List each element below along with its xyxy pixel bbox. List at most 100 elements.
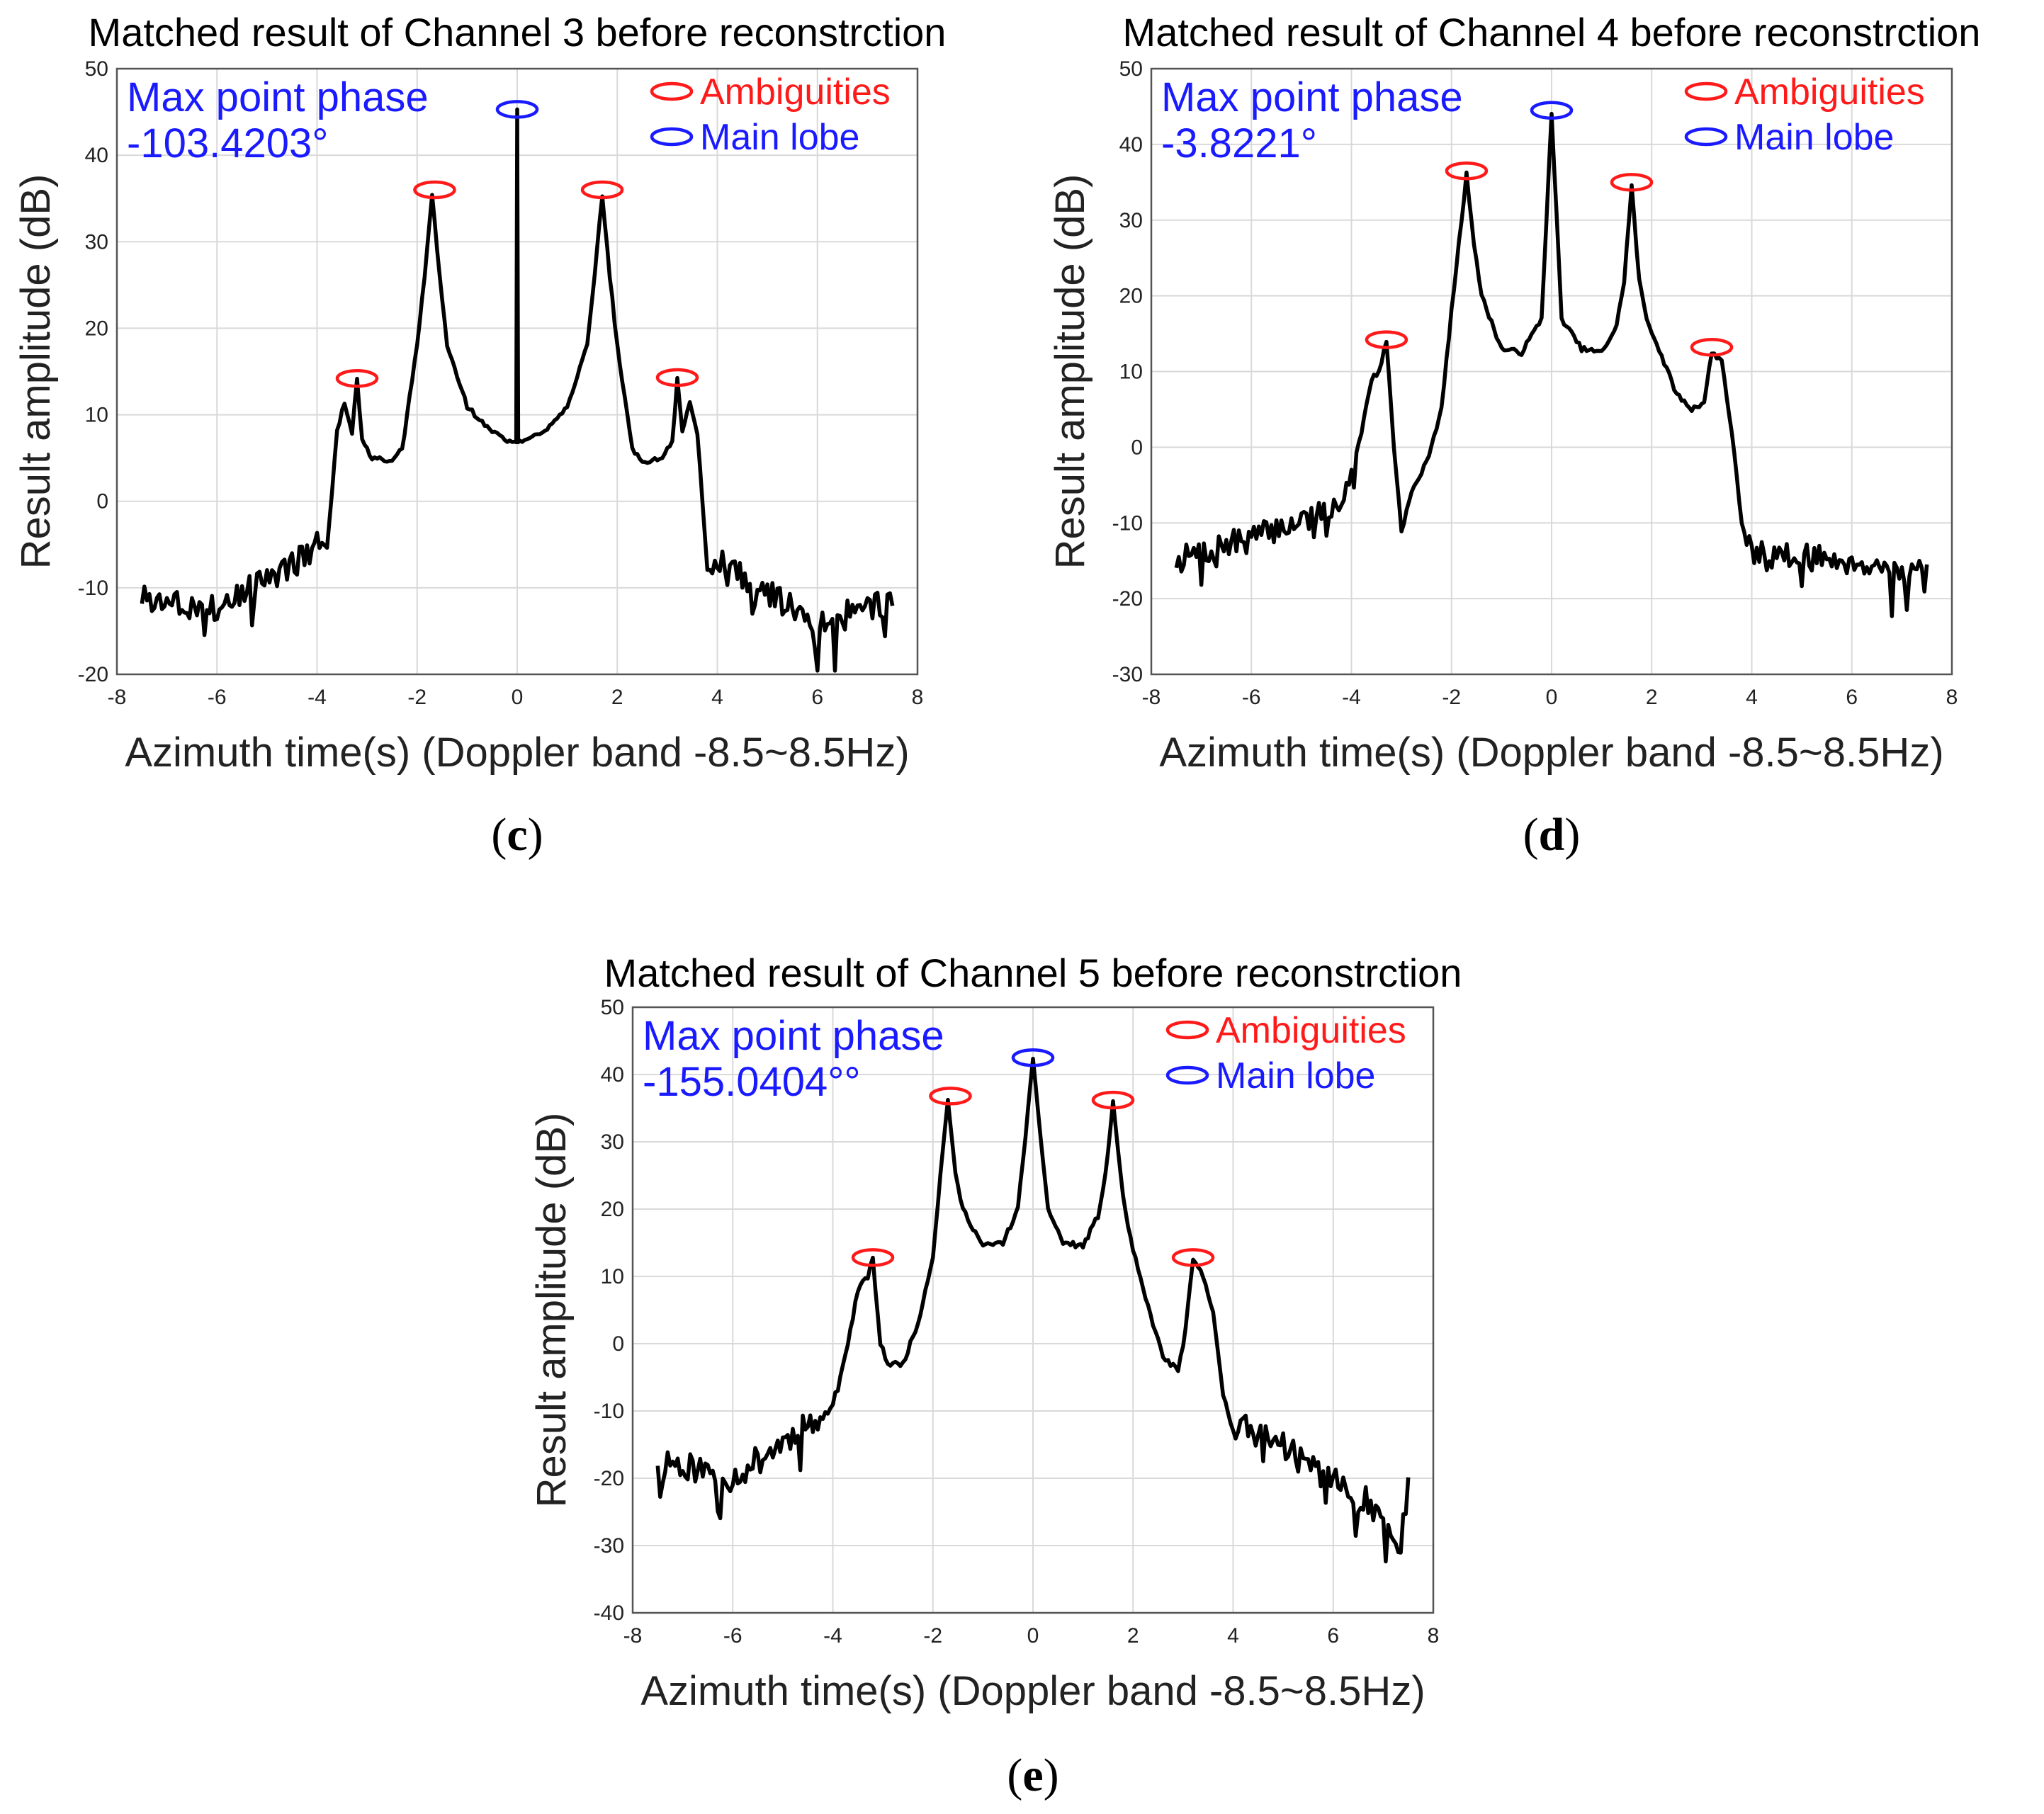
y-axis-label: Result amplitude (dB) (13, 174, 59, 569)
x-axis-label: Azimuth time(s) (Doppler band -8.5~8.5Hz… (125, 730, 909, 776)
y-tick-label: -10 (78, 577, 108, 600)
x-axis-label: Azimuth time(s) (Doppler band -8.5~8.5Hz… (1159, 730, 1943, 776)
y-tick-label: 40 (1119, 133, 1143, 157)
series-line (1174, 111, 1929, 618)
x-tick-label: -2 (923, 1624, 942, 1648)
x-tick-label: 6 (811, 686, 823, 709)
max-phase-value: -103.4203° (127, 120, 328, 166)
y-tick-label: 20 (1119, 285, 1143, 308)
x-tick-label: -4 (823, 1624, 842, 1648)
y-tick-label: 0 (1131, 436, 1143, 459)
y-tick-label: 50 (1119, 57, 1143, 81)
main-lobe-marker (1011, 1048, 1055, 1067)
y-tick-label: -30 (1112, 663, 1143, 686)
ambiguity-marker (929, 1087, 972, 1106)
panel-caption: (c) (491, 809, 543, 861)
y-tick-label: 50 (85, 57, 108, 81)
x-tick-label: 2 (1127, 1624, 1139, 1648)
max-phase-label: Max point phase (1161, 74, 1463, 120)
caption-paren: ) (1044, 1750, 1059, 1801)
x-tick-label: 6 (1327, 1624, 1339, 1648)
series-line (655, 1056, 1411, 1564)
x-tick-label: -6 (208, 686, 227, 709)
legend-entry: Main lobe (700, 117, 859, 158)
ambiguity-marker (1171, 1248, 1215, 1267)
ambiguity-marker (1445, 161, 1489, 181)
y-axis-label: Result amplitude (dB) (529, 1113, 575, 1508)
max-phase-value: -3.8221° (1161, 120, 1317, 166)
caption-paren: ( (491, 809, 507, 861)
legend-swatch (650, 81, 694, 101)
x-tick-label: -6 (1242, 686, 1261, 709)
panel-caption: (d) (1523, 809, 1581, 861)
legend-entry: Ambiguities (1216, 1010, 1406, 1051)
x-tick-label: 4 (711, 686, 723, 709)
x-tick-label: -4 (1342, 686, 1361, 709)
x-tick-label: 4 (1746, 686, 1758, 709)
caption-letter: e (1022, 1750, 1043, 1801)
legend-entry: Ambiguities (700, 72, 891, 113)
legend-swatch (1165, 1065, 1209, 1085)
caption-paren: ( (1523, 809, 1539, 861)
x-tick-label: -8 (108, 686, 127, 709)
main-lobe-marker (1530, 101, 1574, 120)
x-tick-label: -2 (1442, 686, 1461, 709)
ambiguity-marker (655, 368, 699, 387)
legend-swatch (1684, 127, 1728, 147)
max-phase-value: -155.0404°° (643, 1059, 861, 1105)
caption-paren: ) (1564, 809, 1580, 861)
main-lobe-marker (495, 100, 539, 119)
ambiguity-marker (1690, 338, 1734, 357)
chart-title: Matched result of Channel 3 before recon… (89, 10, 947, 55)
y-tick-label: -10 (594, 1400, 624, 1423)
x-tick-label: -8 (1142, 686, 1161, 709)
y-tick-label: 50 (601, 996, 624, 1019)
y-tick-label: -40 (594, 1602, 624, 1625)
x-tick-label: 2 (611, 686, 623, 709)
x-tick-label: -4 (307, 686, 327, 709)
caption-letter: d (1539, 809, 1565, 861)
y-tick-label: 0 (612, 1332, 624, 1356)
y-tick-label: -20 (78, 663, 108, 686)
ambiguity-marker (851, 1248, 895, 1267)
x-tick-label: -6 (723, 1624, 742, 1648)
x-tick-label: 8 (912, 686, 924, 709)
x-tick-label: 8 (1946, 686, 1958, 709)
legend-entry: Main lobe (1734, 117, 1894, 158)
y-tick-label: 10 (601, 1265, 624, 1288)
x-tick-label: 2 (1646, 686, 1658, 709)
ambiguity-marker (1365, 330, 1408, 349)
max-phase-label: Max point phase (127, 74, 429, 120)
legend-swatch (1165, 1020, 1209, 1040)
x-tick-label: 6 (1846, 686, 1858, 709)
y-axis-label: Result amplitude (dB) (1047, 174, 1093, 569)
caption-paren: ) (528, 809, 543, 861)
max-phase-label: Max point phase (643, 1013, 944, 1059)
caption-letter: c (507, 809, 527, 861)
y-tick-label: 30 (1119, 209, 1143, 232)
caption-paren: ( (1007, 1750, 1022, 1801)
x-tick-label: 8 (1428, 1624, 1440, 1648)
y-tick-label: 40 (601, 1063, 624, 1087)
y-tick-label: 40 (85, 144, 108, 167)
x-tick-label: 0 (512, 686, 524, 709)
x-tick-label: 4 (1227, 1624, 1239, 1648)
x-tick-label: -2 (407, 686, 427, 709)
series-line (140, 107, 895, 673)
legend-entry: Main lobe (1216, 1055, 1375, 1096)
plot-frame (1150, 67, 1953, 676)
y-tick-label: -20 (1112, 587, 1143, 611)
x-tick-label: 0 (1546, 686, 1558, 709)
y-tick-label: 30 (85, 230, 108, 254)
y-tick-label: 0 (96, 490, 108, 514)
chart-title: Matched result of Channel 5 before recon… (604, 951, 1462, 995)
ambiguity-marker (580, 180, 624, 200)
ambiguity-marker (1610, 173, 1654, 192)
ambiguity-marker (413, 180, 456, 200)
ambiguity-marker (1091, 1090, 1135, 1110)
legend-entry: Ambiguities (1734, 72, 1925, 113)
plot-frame (115, 67, 919, 676)
y-tick-label: 10 (85, 404, 108, 427)
